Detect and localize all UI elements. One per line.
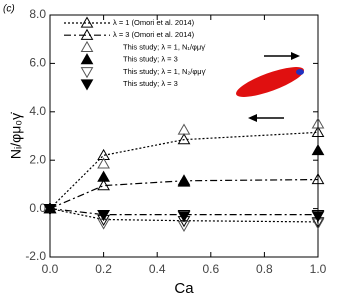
legend-label: This study; λ = 3: [123, 55, 178, 64]
y-tick-label: 6.0: [29, 56, 46, 70]
legend-label: λ = 1 (Omori et al. 2014): [113, 18, 195, 27]
data-point: [97, 148, 110, 160]
series-line: [49, 178, 319, 210]
data-point: [43, 203, 57, 216]
legend-label: λ = 3 (Omori et al. 2014): [113, 30, 195, 39]
data-point: [97, 170, 110, 182]
data-point: [311, 144, 325, 156]
data-point: [177, 175, 191, 187]
data-point: [311, 125, 325, 137]
panel-label: (c): [3, 4, 15, 15]
x-tick-label: 0.4: [149, 262, 166, 276]
x-tick-label: 0.0: [42, 262, 59, 276]
x-tick-label: 1.0: [310, 262, 327, 276]
legend-marker: [80, 53, 94, 65]
data-point: [177, 211, 191, 223]
y-tick-label: 0.0: [29, 201, 46, 215]
data-point: [97, 179, 110, 191]
legend-marker: [80, 16, 94, 28]
y-tick-label: 4.0: [29, 104, 46, 118]
legend-label: This study; λ = 3: [123, 79, 178, 88]
data-point: [177, 123, 191, 135]
data-point: [311, 117, 325, 129]
x-tick-label: 0.6: [202, 262, 219, 276]
series-line: [49, 208, 318, 216]
y-tick-label: 8.0: [29, 7, 46, 21]
data-point: [177, 133, 191, 145]
y-tick-label: 2.0: [29, 152, 46, 166]
legend-label: This study; λ = 1, N₂/φμγ̇: [123, 67, 206, 76]
y-axis-label: Nᵢ/φμ₀γ̇: [8, 112, 24, 159]
inset-drop: [236, 52, 304, 122]
series-line: [49, 131, 319, 210]
y-tick-label: -2.0: [25, 249, 46, 263]
data-point: [311, 211, 325, 223]
legend-label: This study; λ = 1, N₁/φμγ̇: [123, 42, 206, 51]
legend-marker: [80, 40, 94, 53]
data-point: [311, 173, 325, 185]
x-axis-label: Ca: [174, 280, 194, 297]
legend-marker: [80, 79, 94, 91]
legend-marker: [80, 28, 94, 40]
data-point: [97, 157, 110, 169]
x-tick-label: 0.8: [256, 262, 273, 276]
x-tick-label: 0.2: [95, 262, 112, 276]
legend-marker: [80, 67, 94, 79]
data-point: [97, 210, 110, 222]
